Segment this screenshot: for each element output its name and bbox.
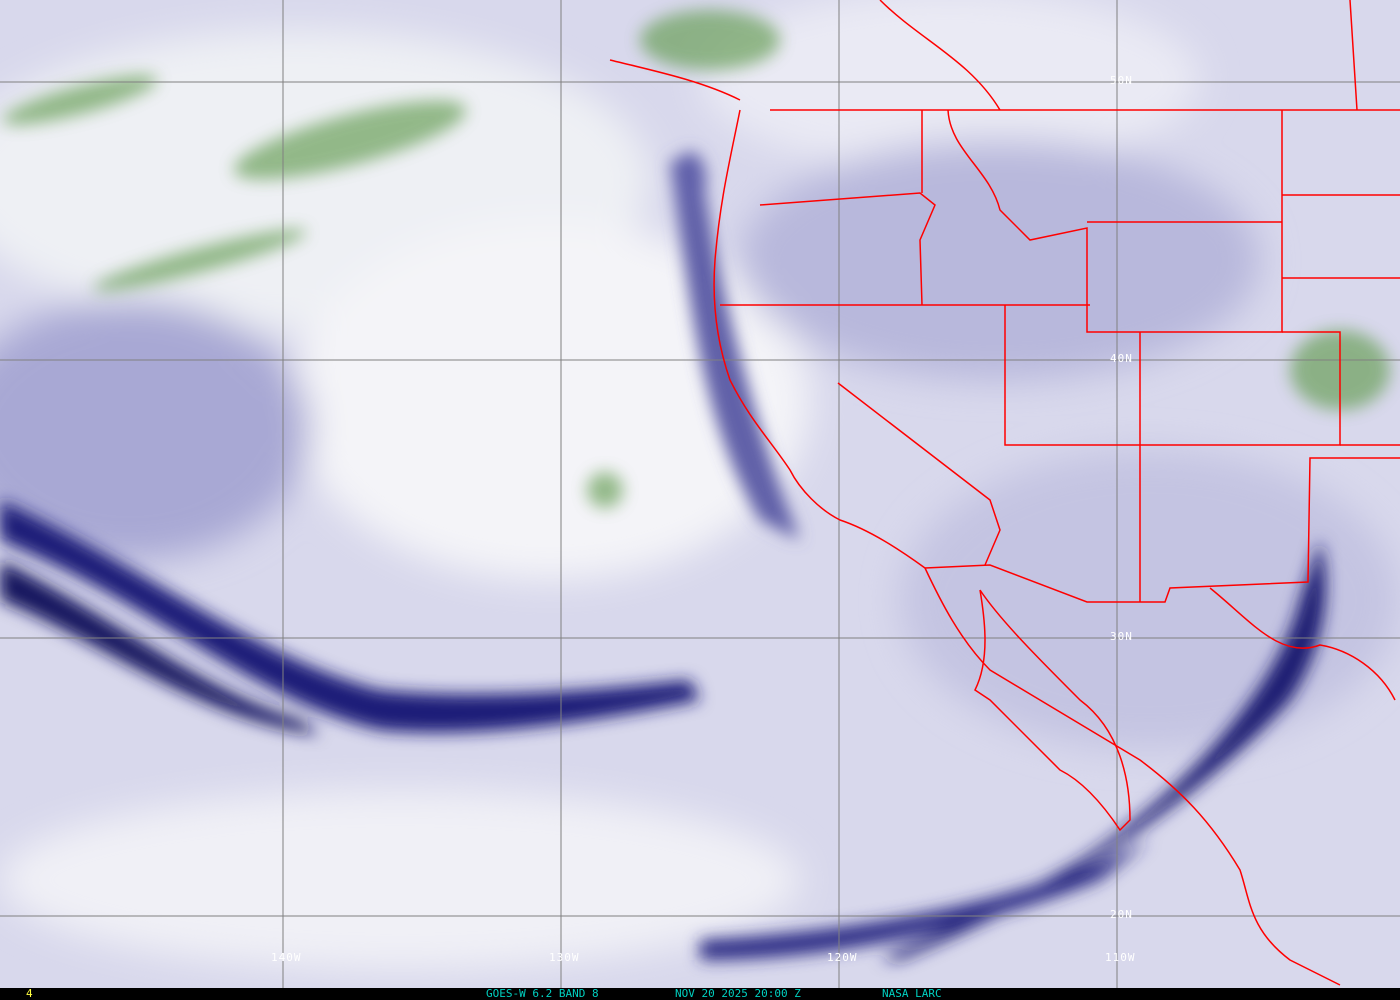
lon-label-130w: 130W — [549, 951, 580, 964]
lat-label-30n: 30N — [1110, 630, 1133, 643]
frame-number: 4 — [26, 987, 33, 1000]
lon-label-120w: 120W — [827, 951, 858, 964]
lon-label-110w: 110W — [1105, 951, 1136, 964]
caption-bar: 4 GOES-W 6.2 BAND 8 NOV 20 2025 20:00 Z … — [0, 988, 1400, 1000]
lon-label-140w: 140W — [271, 951, 302, 964]
lat-label-50n: 50N — [1110, 74, 1133, 87]
lat-label-40n: 40N — [1110, 352, 1133, 365]
lat-label-20n: 20N — [1110, 908, 1133, 921]
timestamp: NOV 20 2025 20:00 Z — [675, 987, 801, 1000]
source-credit: NASA LARC — [882, 987, 942, 1000]
political-borders — [609, 0, 1400, 986]
satellite-band: GOES-W 6.2 BAND 8 — [486, 987, 599, 1000]
